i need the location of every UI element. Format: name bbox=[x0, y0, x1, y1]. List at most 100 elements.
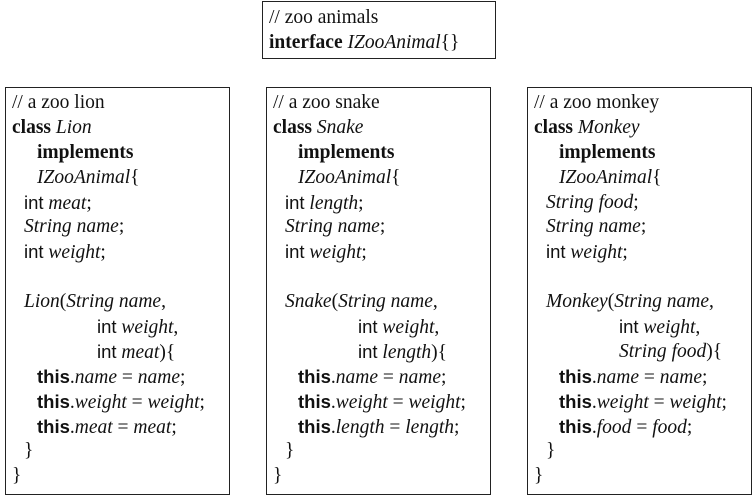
assign-weight: this.weight = weight; bbox=[273, 390, 490, 415]
field-name: String name; bbox=[534, 215, 751, 240]
field-1-name: food bbox=[598, 191, 634, 213]
equals: = bbox=[639, 366, 660, 388]
comma: , bbox=[161, 291, 166, 313]
close-brace: } bbox=[534, 465, 544, 487]
this-keyword: this bbox=[37, 390, 70, 412]
dot: . bbox=[591, 366, 597, 388]
class-declaration: class Snake bbox=[273, 116, 490, 141]
open-paren: ( bbox=[607, 291, 615, 313]
this-keyword: this bbox=[298, 365, 331, 387]
semicolon: ; bbox=[86, 192, 92, 214]
equals: = bbox=[387, 391, 409, 413]
param-1-type: String bbox=[338, 291, 386, 313]
interface-box: // zoo animals interface IZooAnimal{} bbox=[262, 1, 496, 59]
interface-ref: IZooAnimal bbox=[559, 166, 653, 188]
assign-target: weight bbox=[596, 391, 649, 413]
assign-value: weight bbox=[147, 391, 200, 413]
close-paren-brace: ){ bbox=[706, 340, 723, 362]
assign-target: name bbox=[335, 366, 379, 388]
class-box-snake: // a zoo snake class Snake implements IZ… bbox=[266, 87, 491, 495]
class-box-monkey: // a zoo monkey class Monkey implements … bbox=[527, 87, 752, 495]
param-1-name: name bbox=[118, 291, 162, 313]
close-brace: } bbox=[12, 465, 22, 487]
implements-line: implements bbox=[273, 141, 490, 166]
field-name-type: String bbox=[285, 216, 333, 238]
assign-weight: this.weight = weight; bbox=[534, 390, 751, 415]
param-1-name: name bbox=[390, 291, 433, 313]
class-close-brace: } bbox=[12, 464, 229, 489]
implemented-interface: IZooAnimal{ bbox=[12, 166, 229, 191]
interface-declaration: interface IZooAnimal{} bbox=[269, 30, 495, 55]
constructor-param-2: int weight, bbox=[12, 315, 229, 340]
interface-name: IZooAnimal bbox=[347, 32, 441, 53]
constructor-param-2: int weight, bbox=[273, 315, 490, 340]
semicolon: ; bbox=[721, 391, 727, 413]
close-brace: } bbox=[24, 440, 34, 462]
interface-comment: // zoo animals bbox=[269, 7, 379, 28]
semicolon: ; bbox=[358, 192, 364, 214]
param-1-type: String bbox=[66, 291, 114, 313]
comma: , bbox=[434, 317, 440, 339]
class-name: Monkey bbox=[577, 116, 640, 138]
field-weight-type: int bbox=[546, 241, 566, 263]
constructor-name: Monkey bbox=[546, 291, 608, 313]
field-name-name: name bbox=[337, 216, 380, 238]
equals: = bbox=[112, 416, 134, 438]
field-1: int length; bbox=[273, 191, 490, 216]
assign-name: this.name = name; bbox=[273, 365, 490, 390]
param-3-name: meat bbox=[121, 341, 160, 363]
equals: = bbox=[117, 366, 138, 388]
semicolon: ; bbox=[622, 242, 628, 264]
assign-field-1: this.length = length; bbox=[273, 415, 490, 440]
equals: = bbox=[384, 416, 406, 438]
param-2-type: int bbox=[619, 316, 639, 338]
equals: = bbox=[378, 366, 399, 388]
close-brace: } bbox=[273, 465, 283, 487]
blank-line bbox=[12, 265, 229, 290]
assign-target: weight bbox=[335, 391, 388, 413]
field-name: String name; bbox=[273, 215, 490, 240]
class-close-brace: } bbox=[273, 464, 490, 489]
class-declaration: class Lion bbox=[12, 116, 229, 141]
assign-weight: this.weight = weight; bbox=[12, 390, 229, 415]
field-1-type: String bbox=[546, 191, 594, 213]
constructor-param-3: int length){ bbox=[273, 340, 490, 365]
equals: = bbox=[648, 391, 670, 413]
assign-value: weight bbox=[669, 391, 722, 413]
dot: . bbox=[330, 366, 336, 388]
close-paren-brace: ){ bbox=[159, 341, 176, 363]
close-brace: } bbox=[546, 440, 556, 462]
assign-value: meat bbox=[133, 416, 172, 438]
constructor-signature: Monkey(String name, bbox=[534, 290, 751, 315]
constructor-close-brace: } bbox=[273, 439, 490, 464]
this-keyword: this bbox=[559, 365, 592, 387]
param-3-type: int bbox=[97, 340, 117, 362]
open-brace: { bbox=[130, 166, 140, 188]
param-1-type: String bbox=[614, 291, 662, 313]
comma: , bbox=[709, 291, 714, 313]
param-3-name: length bbox=[382, 341, 432, 363]
implements-line: implements bbox=[12, 141, 229, 166]
class-keyword: class bbox=[12, 116, 51, 138]
assign-value: name bbox=[659, 366, 703, 388]
param-1-name: name bbox=[666, 291, 710, 313]
semicolon: ; bbox=[633, 191, 639, 213]
semicolon: ; bbox=[379, 216, 386, 238]
constructor-signature: Lion(String name, bbox=[12, 290, 229, 315]
semicolon: ; bbox=[454, 416, 460, 438]
param-3-type: String bbox=[619, 340, 667, 362]
param-2-type: int bbox=[97, 316, 117, 338]
semicolon: ; bbox=[441, 366, 447, 388]
blank-line bbox=[534, 265, 751, 290]
assign-value: name bbox=[137, 366, 181, 388]
class-close-brace: } bbox=[534, 464, 751, 489]
dot: . bbox=[69, 366, 75, 388]
field-name-type: String bbox=[24, 216, 72, 238]
field-weight: int weight; bbox=[12, 240, 229, 265]
this-keyword: this bbox=[559, 415, 592, 437]
constructor-name: Snake bbox=[285, 291, 332, 313]
constructor-param-2: int weight, bbox=[534, 315, 751, 340]
open-brace: { bbox=[652, 166, 662, 188]
constructor-close-brace: } bbox=[12, 439, 229, 464]
param-3-name: food bbox=[671, 340, 707, 362]
